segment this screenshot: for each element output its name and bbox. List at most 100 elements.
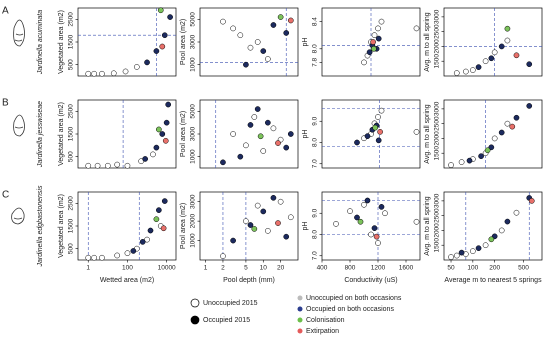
- data-point: [277, 14, 284, 20]
- y-tick-label: 2500: [68, 104, 75, 119]
- y-axis-label: Vegetated area (m2): [58, 194, 65, 258]
- y-tick-label: 500: [68, 151, 75, 162]
- data-point: [260, 148, 267, 154]
- row-letter: A: [2, 6, 9, 17]
- data-point: [488, 236, 495, 243]
- data-point: [260, 48, 267, 54]
- y-tick-label: 8.0: [312, 138, 319, 147]
- y-tick-label: 8.4: [312, 17, 319, 26]
- data-point: [243, 61, 249, 68]
- data-point: [371, 225, 378, 231]
- y-tick-label: 2000: [434, 223, 441, 238]
- x-axis-label: Wetted area (m2): [100, 277, 154, 284]
- y-tick-label: 3000: [434, 101, 441, 116]
- data-point: [230, 25, 236, 32]
- data-point: [153, 48, 160, 54]
- data-point: [368, 231, 374, 238]
- data-point: [159, 131, 166, 137]
- data-point: [526, 61, 533, 68]
- data-point: [469, 67, 476, 73]
- data-point: [491, 135, 498, 142]
- data-point: [264, 228, 271, 234]
- data-point: [287, 214, 294, 221]
- data-point: [144, 59, 150, 66]
- data-point: [237, 153, 244, 160]
- y-tick-label: 500: [68, 59, 75, 70]
- x-axis-label: Conductivity (uS): [344, 277, 397, 284]
- data-point: [260, 208, 267, 215]
- y-tick-label: 2500: [434, 116, 441, 131]
- y-tick-label: 5000: [190, 12, 197, 27]
- data-point: [110, 70, 117, 77]
- y-tick-label: 2500: [68, 12, 75, 27]
- data-point: [375, 35, 382, 42]
- y-axis-label: Pool area (m2): [180, 203, 187, 249]
- data-point: [482, 242, 489, 249]
- data-point: [287, 131, 294, 137]
- data-point: [475, 64, 482, 70]
- y-tick-label: 500: [68, 243, 75, 254]
- data-point: [488, 144, 495, 151]
- data-point: [251, 114, 258, 120]
- data-point: [364, 197, 371, 204]
- row-letter: B: [2, 98, 9, 109]
- data-point: [366, 49, 373, 56]
- data-point: [133, 64, 140, 70]
- data-point: [270, 125, 277, 132]
- species-name: Jardinella jesswiseae: [37, 101, 44, 168]
- y-tick-label: 1500: [434, 54, 441, 69]
- data-point: [124, 162, 131, 169]
- y-tick-label: 2500: [434, 24, 441, 39]
- data-point: [413, 25, 420, 32]
- data-point: [413, 218, 420, 225]
- legend-marker: [297, 295, 303, 301]
- x-tick-label: 100: [122, 265, 133, 272]
- data-point: [270, 22, 277, 28]
- data-point: [372, 124, 379, 131]
- y-tick-label: 3000: [434, 9, 441, 24]
- data-point: [469, 248, 476, 254]
- x-tick-label: 50: [447, 265, 455, 272]
- data-point: [165, 101, 172, 108]
- row-letter: C: [2, 190, 9, 201]
- legend-marker: [297, 328, 303, 334]
- y-axis-label: Vegetated area (m2): [58, 102, 65, 166]
- data-point: [509, 123, 516, 130]
- y-tick-label: 3000: [190, 194, 197, 209]
- x-tick-label: 200: [489, 265, 500, 272]
- y-tick-label: 3000: [190, 34, 197, 49]
- data-point: [114, 161, 121, 168]
- data-point: [270, 194, 277, 201]
- legend-marker: [297, 317, 303, 323]
- data-point: [155, 207, 162, 213]
- data-point: [104, 162, 111, 169]
- data-point: [375, 240, 381, 246]
- snail-icon: [13, 114, 25, 137]
- data-point: [378, 107, 385, 114]
- y-tick-label: 2000: [434, 39, 441, 54]
- data-point: [220, 18, 226, 25]
- y-tick-label: 5000: [190, 104, 197, 119]
- plot-frame: [199, 99, 299, 169]
- plot-frame: [321, 99, 421, 169]
- x-tick-label: 2: [221, 265, 225, 272]
- y-tick-label: 7.0: [312, 159, 319, 168]
- data-point: [478, 153, 484, 160]
- data-point: [347, 208, 353, 214]
- snail-icon: [11, 207, 25, 225]
- data-point: [375, 25, 381, 32]
- data-point: [453, 70, 460, 76]
- x-tick-label: 1200: [371, 265, 386, 272]
- legend-label: Unoccupied on both occasions: [306, 295, 402, 302]
- data-point: [243, 142, 249, 149]
- y-axis-label: Pool area (m2): [180, 111, 187, 157]
- data-point: [167, 14, 173, 20]
- data-point: [99, 70, 105, 77]
- data-point: [448, 162, 454, 168]
- legend-marker: [297, 306, 303, 312]
- legend-marker: [190, 298, 200, 308]
- data-point: [91, 70, 97, 77]
- y-tick-label: 9.0: [312, 208, 319, 217]
- y-axis-label: Vegetated area (m2): [58, 10, 65, 74]
- plot-frame: [443, 7, 543, 77]
